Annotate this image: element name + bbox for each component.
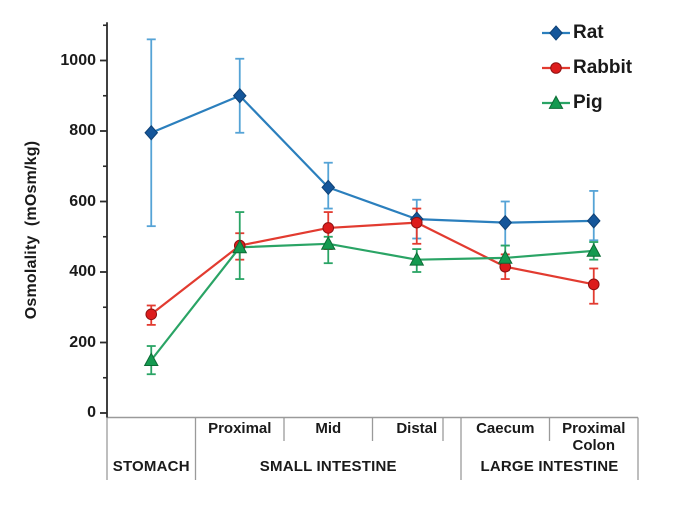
rat-marker-icon [321, 179, 336, 196]
series-pig [146, 211, 599, 376]
rabbit-marker-icon [587, 278, 600, 291]
series-line [150, 221, 594, 316]
legend-item-rat: Rat [541, 15, 632, 50]
legend-item-rabbit: Rabbit [541, 50, 632, 85]
segment-label: Distal [396, 420, 438, 437]
rat-marker-icon [232, 87, 247, 104]
segment-label: Proximal [208, 420, 272, 437]
y-tick-label: 600 [69, 192, 96, 210]
y-tick-label: 1000 [60, 51, 96, 69]
legend-item-pig: Pig [541, 85, 632, 120]
group-label: LARGE INTESTINE [480, 458, 619, 475]
group-label: STOMACH [112, 458, 190, 475]
segment-label: Proximal Colon [562, 420, 626, 454]
rabbit-marker-icon [322, 222, 335, 234]
y-tick-label: 200 [69, 333, 96, 351]
series-rabbit [146, 207, 599, 326]
pig-legend-marker-icon [542, 94, 570, 109]
rat-marker-icon [586, 213, 601, 229]
group-label: SMALL INTESTINE [259, 458, 397, 475]
y-tick-label: 400 [69, 263, 96, 280]
pig-marker-icon [143, 352, 159, 367]
legend-label: Pig [573, 91, 603, 113]
rat-legend-marker-icon [542, 24, 570, 41]
rabbit-marker-icon [550, 61, 562, 74]
y-tick-label: 0 [87, 404, 96, 421]
y-tick-label: 800 [69, 122, 96, 139]
rat-marker-icon [549, 24, 563, 41]
pig-marker-icon [409, 251, 425, 266]
rat-marker-icon [498, 214, 513, 231]
pig-marker-icon [320, 235, 336, 250]
legend: Rat Rabbit Pig [541, 15, 632, 120]
series-rat [146, 38, 599, 247]
series-line [150, 94, 594, 224]
rat-marker-icon [144, 125, 159, 141]
pig-marker-icon [232, 239, 248, 254]
rabbit-marker-icon [410, 216, 423, 229]
series-line [150, 242, 594, 361]
legend-label: Rat [573, 21, 604, 43]
pig-marker-icon [548, 94, 564, 109]
legend-label: Rabbit [573, 56, 633, 78]
pig-marker-icon [497, 250, 513, 264]
rabbit-marker-icon [145, 308, 158, 321]
y-axis-title: Osmolality (mOsm/kg) [23, 140, 40, 320]
segment-label: Caecum [476, 420, 535, 437]
rabbit-legend-marker-icon [542, 61, 570, 74]
pig-marker-icon [586, 242, 602, 257]
segment-label: Mid [315, 420, 342, 437]
